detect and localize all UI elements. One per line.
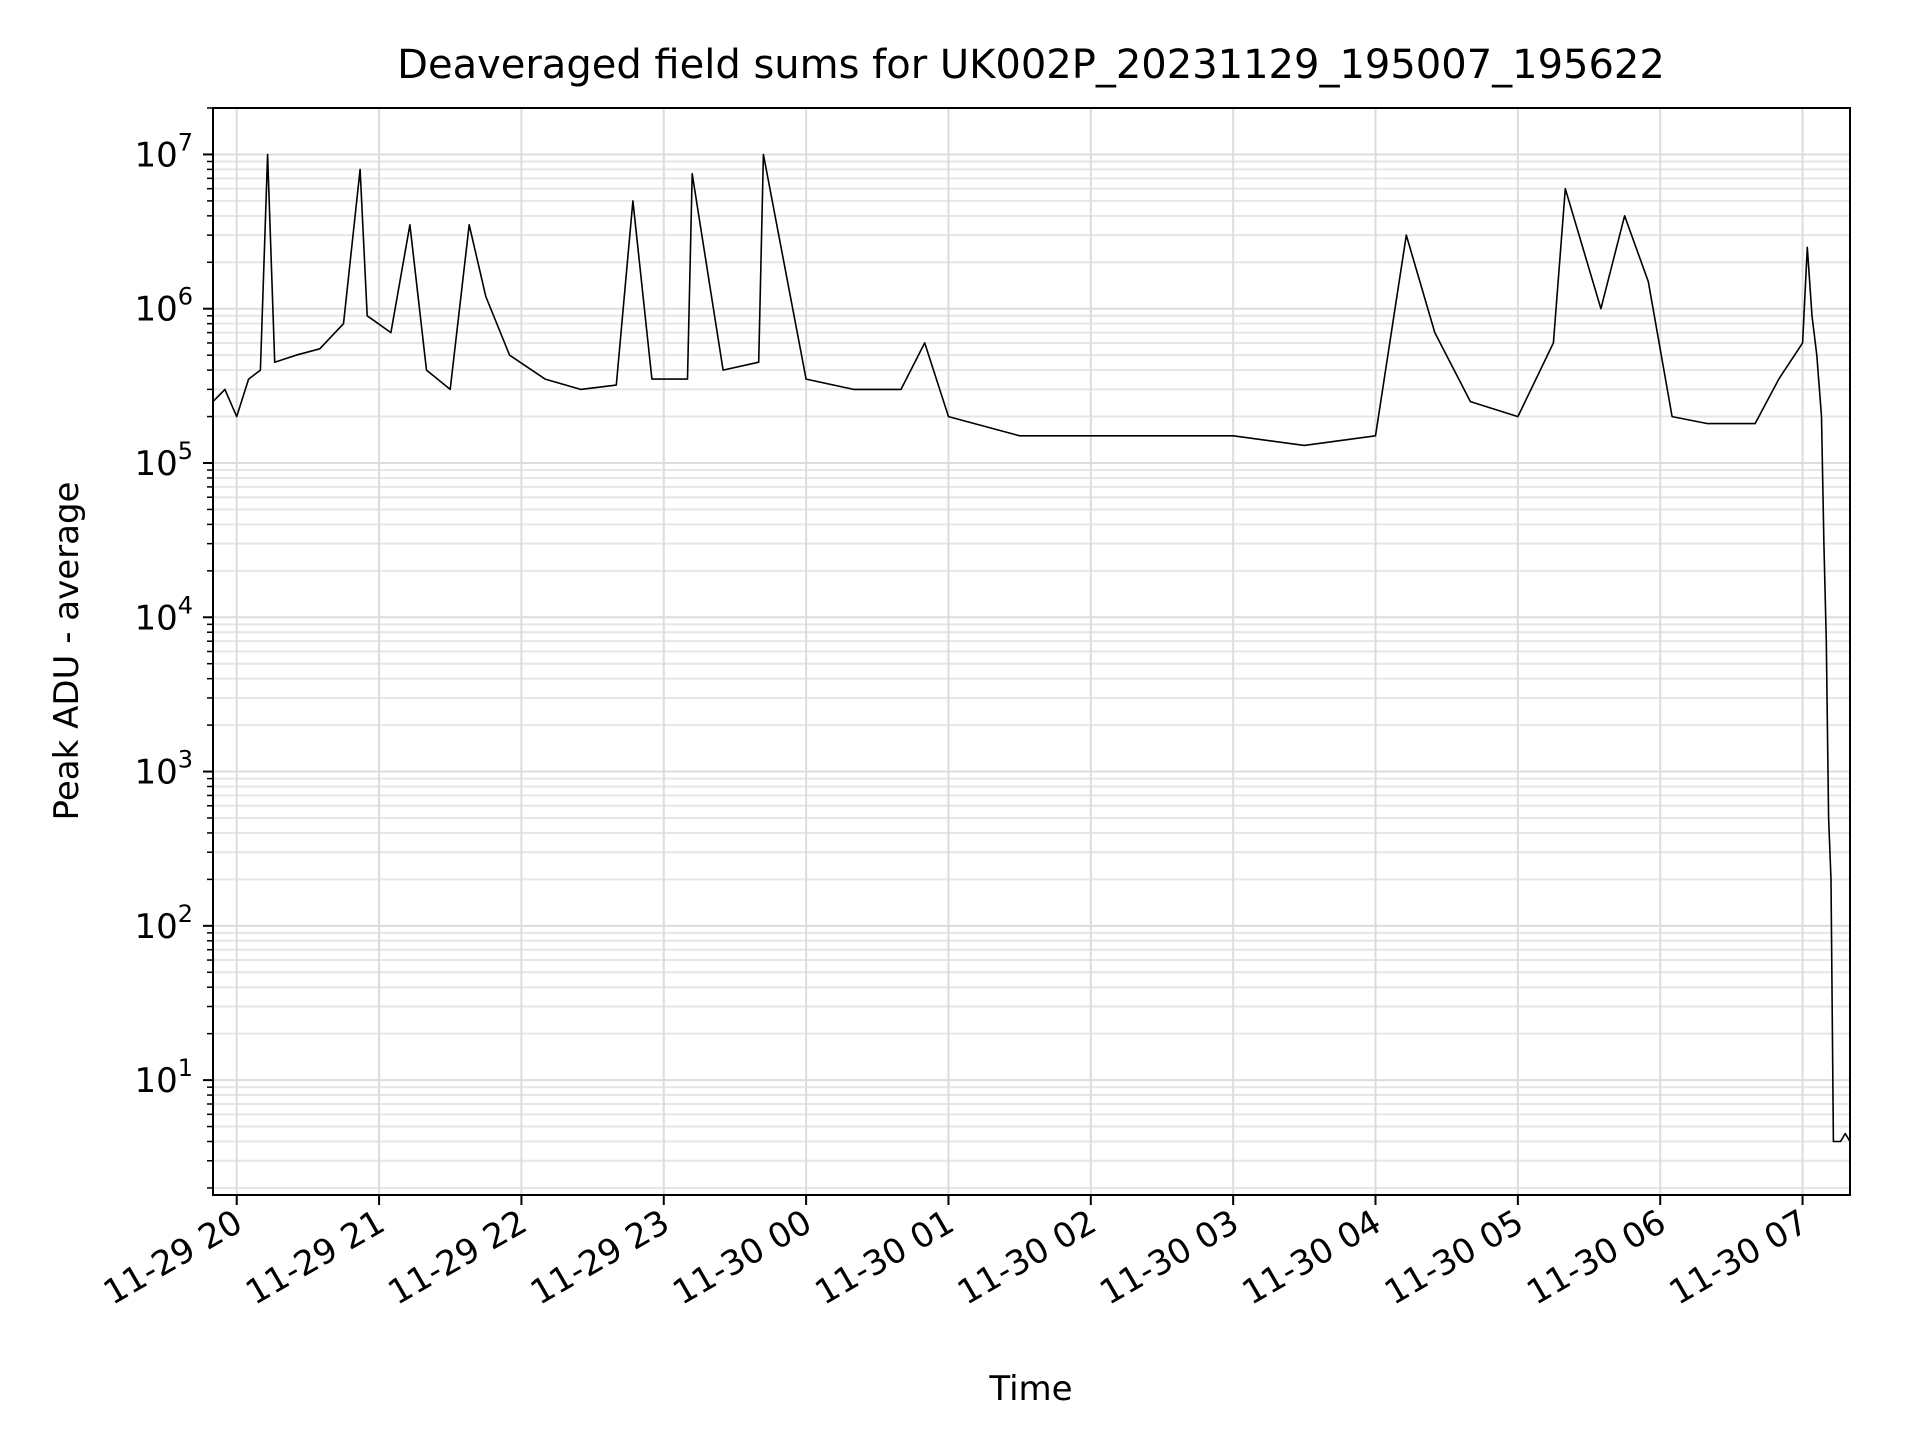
grid-lines — [213, 107, 1850, 1195]
y-tick-label: 103 — [134, 746, 193, 793]
y-tick-label: 101 — [134, 1054, 193, 1101]
chart-title: Deaveraged field sums for UK002P_2023112… — [397, 42, 1665, 88]
axis-ticks — [203, 107, 1804, 1205]
x-axis-label: Time — [988, 1369, 1072, 1409]
y-tick-label: 106 — [134, 283, 193, 330]
y-tick-label: 102 — [134, 900, 193, 947]
y-tick-label: 104 — [134, 591, 193, 638]
series-layer — [212, 153, 1851, 1143]
y-tick-label: 105 — [134, 437, 193, 484]
y-tick-label: 107 — [134, 128, 193, 175]
series-line — [212, 153, 1851, 1143]
y-axis-label: Peak ADU - average — [47, 482, 87, 821]
